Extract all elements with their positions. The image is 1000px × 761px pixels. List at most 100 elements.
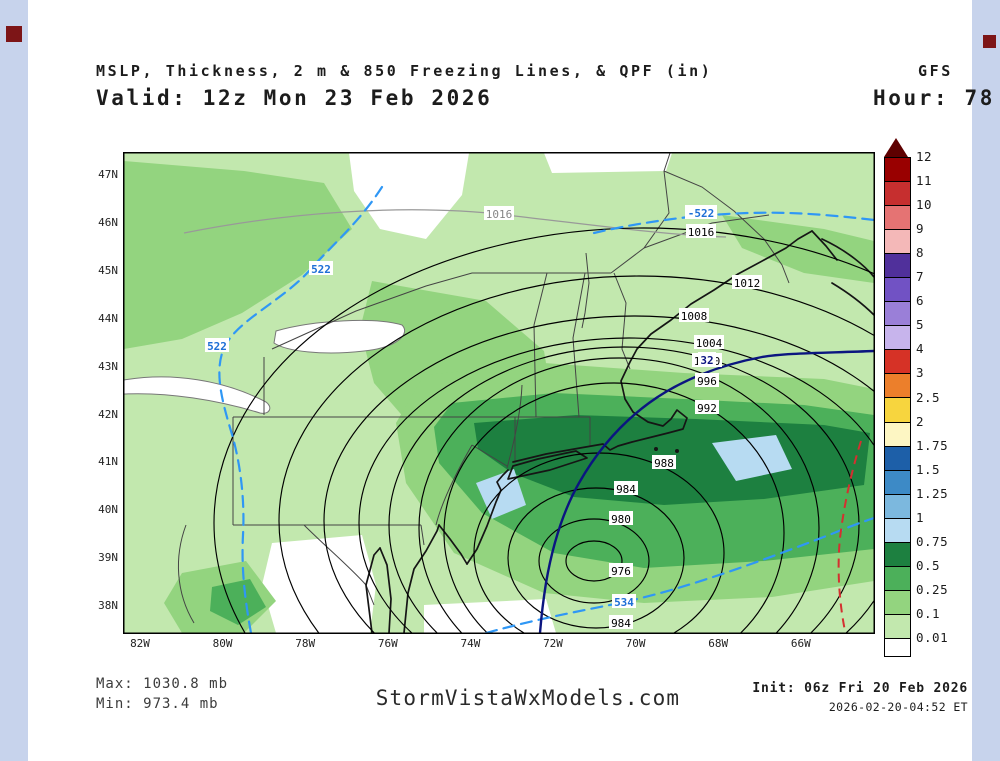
svg-text:522: 522	[311, 263, 331, 276]
colorbar-tick-label: 1.75	[916, 437, 949, 453]
init-time: Init: 06z Fri 20 Feb 2026	[752, 681, 968, 696]
colorbar-cell	[885, 326, 910, 351]
corner-accent-square-left	[6, 26, 22, 42]
lat-tick-label: 39N	[98, 551, 118, 565]
state-borders	[178, 153, 790, 624]
lat-tick-label: 40N	[98, 503, 118, 517]
lon-tick-label: 72W	[543, 637, 563, 650]
colorbar-cell	[885, 374, 910, 399]
site-name: StormVistaWxModels.com	[375, 686, 681, 710]
lon-tick-label: 68W	[708, 637, 729, 650]
colorbar-cell	[885, 206, 910, 231]
thickness-label: -522	[685, 205, 717, 220]
colorbar-tick-label: 0.1	[916, 605, 941, 621]
colorbar-tick-label: 1.5	[916, 461, 941, 477]
colorbar-cell	[885, 230, 910, 255]
svg-text:996: 996	[697, 375, 717, 388]
colorbar-cell	[885, 542, 910, 567]
isobar-contours	[213, 227, 874, 633]
isobar-label: 976	[609, 563, 633, 578]
colorbar-cell	[885, 302, 910, 327]
colorbar-tick-label: 0.5	[916, 557, 941, 573]
colorbar-tick-label: 11	[916, 173, 933, 189]
svg-text:-522: -522	[688, 207, 715, 220]
thickness-label: 522	[309, 261, 333, 276]
svg-text:1012: 1012	[734, 277, 761, 290]
svg-text:992: 992	[697, 402, 717, 415]
svg-text:988: 988	[654, 457, 674, 470]
colorbar-tick-label: 1	[916, 509, 925, 525]
lon-tick-label: 82W	[130, 637, 150, 650]
svg-text:1016: 1016	[688, 226, 715, 239]
colorbar-cell	[885, 254, 910, 279]
colorbar-tick-label: 0.25	[916, 581, 949, 597]
max-pressure: Max: 1030.8 mb	[96, 676, 229, 692]
isobar-label: 980	[609, 511, 633, 526]
colorbar-tick-label: 0.75	[916, 533, 949, 549]
lon-tick-label: 66W	[790, 637, 811, 650]
map-svg: 1016 1016 1012 1008 1004 1000 996 992 98…	[123, 152, 875, 634]
lat-tick-label: 38N	[98, 599, 118, 613]
colorbar-tick-label: 0.01	[916, 630, 949, 645]
isobar-label: 1016	[686, 224, 716, 239]
init-timestamp: 2026-02-20-04:52 ET	[828, 700, 968, 714]
valid-time: Valid: 12z Mon 23 Feb 2026	[96, 86, 493, 110]
map-frame: 1016 1016 1012 1008 1004 1000 996 992 98…	[123, 152, 875, 634]
colorbar-labels: 12 11 10 9 8 7 6 5 4 3 2.5 2 1.75 1.5 1.25 1 0.75 0.5 0.25…	[916, 149, 966, 667]
freezing-line-2m	[538, 349, 874, 633]
thickness-label: 534	[612, 594, 636, 609]
colorbar-tick-label: 9	[916, 221, 925, 237]
svg-text:32: 32	[700, 354, 713, 367]
colorbar-cell	[885, 278, 910, 303]
colorbar-cell	[885, 614, 910, 639]
content-area: MSLP, Thickness, 2 m & 850 Freezing Line…	[28, 0, 992, 761]
lon-tick-label: 74W	[460, 637, 481, 650]
svg-text:976: 976	[611, 565, 631, 578]
colorbar-overflow-arrow	[884, 138, 908, 157]
colorbar-tick-label: 4	[916, 341, 925, 357]
svg-text:1004: 1004	[696, 337, 723, 350]
svg-text:984: 984	[616, 483, 636, 496]
colorbar-tick-label: 7	[916, 269, 925, 285]
isobar-label: 988	[652, 455, 676, 470]
corner-accent-square-right	[983, 35, 996, 48]
svg-text:980: 980	[611, 513, 631, 526]
colorbar-tick-label: 12	[916, 149, 933, 164]
colorbar-cell	[885, 158, 910, 183]
svg-text:984: 984	[611, 617, 631, 630]
product-title: MSLP, Thickness, 2 m & 850 Freezing Line…	[96, 62, 713, 80]
colorbar-cell	[885, 590, 910, 615]
lon-tick-label: 78W	[295, 637, 316, 650]
colorbar	[884, 157, 911, 657]
colorbar-cell	[885, 566, 910, 591]
isobar-label: 996	[695, 373, 719, 388]
colorbar-cell	[885, 422, 910, 447]
colorbar-cell	[885, 446, 910, 471]
colorbar-tick-label: 1.25	[916, 485, 949, 501]
contour-labels: 1016 1016 1012 1008 1004 1000 996 992 98…	[205, 205, 762, 630]
isobar-label: 992	[695, 400, 719, 415]
lat-tick-label: 45N	[98, 263, 118, 277]
model-name: GFS	[918, 62, 953, 80]
isobar-label: 984	[614, 481, 638, 496]
colorbar-cell	[885, 398, 910, 423]
isobar-label: 1012	[732, 275, 762, 290]
isobar-label: 984	[609, 615, 633, 630]
forecast-hour: Hour: 78	[873, 86, 995, 110]
svg-text:534: 534	[614, 596, 634, 609]
colorbar-tick-label: 2.5	[916, 389, 941, 405]
colorbar-tick-label: 8	[916, 245, 925, 261]
isobar-label: 1008	[679, 308, 709, 323]
colorbar-cell	[885, 182, 910, 207]
colorbar-cell	[885, 350, 910, 375]
lon-tick-label: 80W	[212, 637, 233, 650]
lon-tick-label: 70W	[625, 637, 646, 650]
lon-tick-label: 76W	[377, 637, 398, 650]
colorbar-cell	[885, 518, 910, 543]
lat-tick-label: 43N	[98, 359, 118, 373]
colorbar-cell	[885, 638, 910, 656]
svg-text:522: 522	[207, 340, 227, 353]
colorbar-cell	[885, 470, 910, 495]
lat-tick-label: 46N	[98, 215, 118, 229]
